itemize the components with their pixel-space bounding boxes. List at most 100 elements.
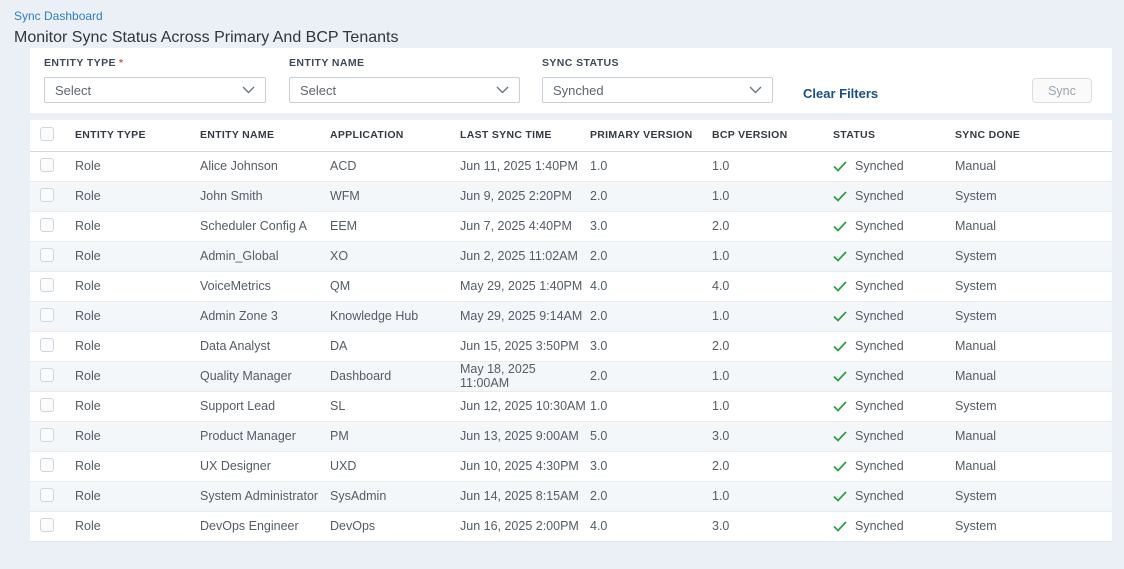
cell-application: DA: [330, 330, 460, 361]
cell-sync-done: System: [955, 480, 1112, 511]
status-text: Synched: [855, 429, 904, 443]
row-checkbox[interactable]: [40, 277, 54, 292]
row-checkbox[interactable]: [40, 457, 54, 472]
cell-bcp-version: 1.0: [712, 300, 833, 331]
cell-last-sync-time: Jun 2, 2025 11:02AM: [460, 240, 590, 271]
table-row: Role Data Analyst DA Jun 15, 2025 3:50PM…: [30, 330, 1112, 361]
sync-status-select[interactable]: Synched: [542, 77, 773, 103]
cell-last-sync-time: Jun 9, 2025 2:20PM: [460, 180, 590, 211]
cell-application: ACD: [330, 159, 357, 173]
sync-table-panel: ENTITY TYPE ENTITY NAME APPLICATION LAST…: [30, 119, 1112, 542]
cell-entity-name: Support Lead: [200, 390, 330, 421]
row-checkbox[interactable]: [40, 397, 54, 412]
cell-application: PM: [330, 420, 460, 451]
filter-panel: ENTITY TYPE * Select ENTITY NAME Select S…: [30, 48, 1112, 113]
column-header-entity-type: ENTITY TYPE: [75, 120, 200, 152]
cell-last-sync-time: Jun 15, 2025 3:50PM: [460, 330, 590, 361]
status-text: Synched: [855, 249, 904, 263]
row-checkbox[interactable]: [40, 487, 54, 502]
select-all-checkbox[interactable]: [40, 126, 54, 141]
cell-last-sync-time: May 29, 2025 1:40PM: [460, 270, 590, 301]
cell-bcp-version: 1.0: [712, 390, 833, 421]
cell-entity-type: Role: [75, 330, 200, 361]
cell-status: Synched: [833, 360, 955, 391]
cell-entity-type: Role: [75, 510, 200, 542]
cell-primary-version: 1.0: [590, 390, 712, 421]
cell-application: DevOps: [330, 510, 460, 542]
cell-application: Knowledge Hub: [330, 300, 460, 331]
page-title: Monitor Sync Status Across Primary And B…: [14, 29, 399, 46]
row-checkbox[interactable]: [40, 427, 54, 442]
cell-entity-type: Role: [75, 270, 200, 301]
filter-entity-name: ENTITY NAME Select: [289, 57, 520, 103]
check-icon: [833, 370, 847, 382]
cell-last-sync-time: Jun 14, 2025 8:15AM: [460, 480, 590, 511]
row-checkbox[interactable]: [40, 337, 54, 352]
cell-status: Synched: [833, 480, 955, 511]
status-text: Synched: [855, 219, 904, 233]
cell-application: UXD: [330, 450, 460, 481]
row-checkbox[interactable]: [40, 247, 54, 262]
cell-entity-name: System Administrator: [200, 480, 330, 511]
table-row: Role Product Manager PM Jun 13, 2025 9:0…: [30, 420, 1112, 451]
row-checkbox[interactable]: [40, 367, 54, 382]
status-text: Synched: [855, 189, 904, 203]
status-text: Synched: [855, 339, 904, 353]
cell-bcp-version: 3.0: [712, 510, 833, 542]
status-text: Synched: [855, 399, 904, 413]
entity-name-select-value: Select: [300, 82, 337, 98]
row-checkbox[interactable]: [40, 517, 54, 532]
cell-status: Synched: [833, 450, 955, 481]
column-header-entity-name: ENTITY NAME: [200, 120, 330, 152]
cell-sync-done: System: [955, 300, 1112, 331]
cell-primary-version: 2.0: [590, 480, 712, 511]
cell-primary-version: 3.0: [590, 450, 712, 481]
cell-primary-version: 3.0: [590, 210, 712, 241]
table-row: Role VoiceMetrics QM May 29, 2025 1:40PM…: [30, 270, 1112, 301]
status-text: Synched: [855, 159, 904, 173]
check-icon: [833, 520, 847, 532]
cell-sync-done: System: [955, 240, 1112, 271]
check-icon: [833, 460, 847, 472]
status-text: Synched: [855, 519, 904, 533]
status-text: Synched: [855, 459, 904, 473]
entity-type-select[interactable]: Select: [44, 77, 266, 103]
cell-status: Synched: [833, 330, 955, 361]
cell-last-sync-time: Jun 7, 2025 4:40PM: [460, 210, 590, 241]
cell-primary-version: 1.0: [590, 159, 608, 173]
row-checkbox[interactable]: [40, 187, 54, 202]
breadcrumb-sync-dashboard-link[interactable]: Sync Dashboard: [14, 9, 103, 23]
cell-entity-type: Role: [75, 450, 200, 481]
filter-sync-status: SYNC STATUS Synched: [542, 57, 773, 103]
entity-type-label-text: ENTITY TYPE: [44, 57, 116, 69]
cell-bcp-version: 3.0: [712, 420, 833, 451]
clear-filters-link[interactable]: Clear Filters: [803, 86, 879, 101]
row-checkbox[interactable]: [40, 307, 54, 322]
check-icon: [833, 490, 847, 502]
table-row: Role Quality Manager Dashboard May 18, 2…: [30, 360, 1112, 391]
sync-button[interactable]: Sync: [1032, 78, 1092, 103]
cell-last-sync-time: Jun 16, 2025 2:00PM: [460, 510, 590, 542]
column-header-application: APPLICATION: [330, 120, 460, 152]
table-row: Role UX Designer UXD Jun 10, 2025 4:30PM…: [30, 450, 1112, 481]
cell-last-sync-time: May 29, 2025 9:14AM: [460, 300, 590, 331]
filter-entity-type: ENTITY TYPE * Select: [44, 57, 266, 103]
cell-primary-version: 5.0: [590, 420, 712, 451]
cell-sync-done: System: [955, 270, 1112, 301]
chevron-down-icon: [749, 86, 762, 94]
cell-bcp-version: 4.0: [712, 270, 833, 301]
entity-name-select[interactable]: Select: [289, 77, 520, 103]
cell-status: Synched: [833, 270, 955, 301]
row-checkbox[interactable]: [40, 157, 54, 172]
row-checkbox[interactable]: [40, 217, 54, 232]
cell-bcp-version: 1.0: [712, 180, 833, 211]
table-row: Role System Administrator SysAdmin Jun 1…: [30, 480, 1112, 511]
check-icon: [833, 190, 847, 202]
cell-sync-done: Manual: [955, 360, 1112, 391]
entity-type-select-value: Select: [55, 82, 92, 98]
cell-sync-done: System: [955, 390, 1112, 421]
cell-status: Synched: [833, 420, 955, 451]
required-asterisk: *: [118, 57, 124, 69]
cell-application: WFM: [330, 180, 460, 211]
cell-bcp-version: 1.0: [712, 240, 833, 271]
